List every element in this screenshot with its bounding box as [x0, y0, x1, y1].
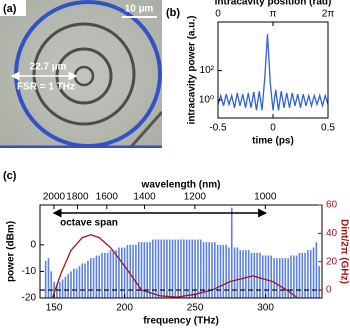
edge — [128, 111, 162, 148]
diameter-label: 22.7 µm — [30, 62, 67, 73]
panel-label: (c) — [3, 170, 17, 182]
x-axis-label: frequency (THz) — [143, 316, 219, 327]
x2-tick-label: 2000 — [43, 192, 66, 203]
plot-frame — [39, 204, 323, 299]
scale-bar-label: 10 µm — [125, 4, 154, 15]
x2-tick-label: π — [270, 9, 277, 20]
x2-tick-label: 0 — [215, 9, 221, 20]
y-tick-label: -10 — [22, 266, 37, 277]
x2-tick-label: 1000 — [254, 192, 277, 203]
panel-label: (b) — [166, 7, 180, 19]
y2-axis-label: Dint/2π (GHz) — [338, 219, 349, 284]
x-tick-label: 150 — [46, 303, 63, 314]
x-tick-label: 250 — [187, 303, 204, 314]
label-box — [0, 0, 26, 16]
y-tick-label: 0 — [30, 239, 36, 250]
y-axis-label: intracavity power (a.u.) — [187, 16, 198, 125]
x2-tick-label: 1400 — [133, 192, 156, 203]
annotation-text: octave span — [60, 218, 118, 229]
x2-tick-label: 2π — [322, 9, 335, 20]
x-tick-label: 300 — [257, 303, 274, 314]
y-tick-label: -20 — [22, 293, 37, 304]
plot-data — [218, 34, 328, 111]
y2-tick-label: 0 — [326, 285, 332, 296]
x2-axis-label: wavelength (nm) — [141, 180, 221, 191]
x-tick-label: 0 — [270, 123, 276, 134]
x-tick-label: 0.5 — [321, 123, 335, 134]
x-axis-label: time (ps) — [252, 136, 294, 147]
x2-tick-label: 1800 — [66, 192, 89, 203]
x2-tick-label: 1200 — [184, 192, 207, 203]
y-tick-label: 10⁰ — [199, 95, 214, 106]
y2-tick-label: 40 — [326, 228, 338, 239]
y2-tick-label: 20 — [326, 256, 338, 267]
x2-axis-label: intracavity position (rad) — [215, 0, 332, 8]
x2-tick-label: 1600 — [96, 192, 119, 203]
panel-label: (a) — [3, 3, 17, 15]
micrograph: (a) 10 µm 22.7 µm FSR = 1 THz — [0, 0, 162, 148]
y-tick-label: 10² — [200, 65, 215, 76]
plot-data — [44, 207, 320, 298]
fsr-label: FSR = 1 THz — [17, 82, 75, 93]
y-axis-label: power (dBm) — [6, 221, 17, 282]
data-line — [218, 34, 328, 111]
x-tick-label: 200 — [116, 303, 133, 314]
data-line — [52, 234, 297, 298]
y2-tick-label: 60 — [326, 200, 338, 211]
x-tick-label: -0.5 — [209, 123, 227, 134]
